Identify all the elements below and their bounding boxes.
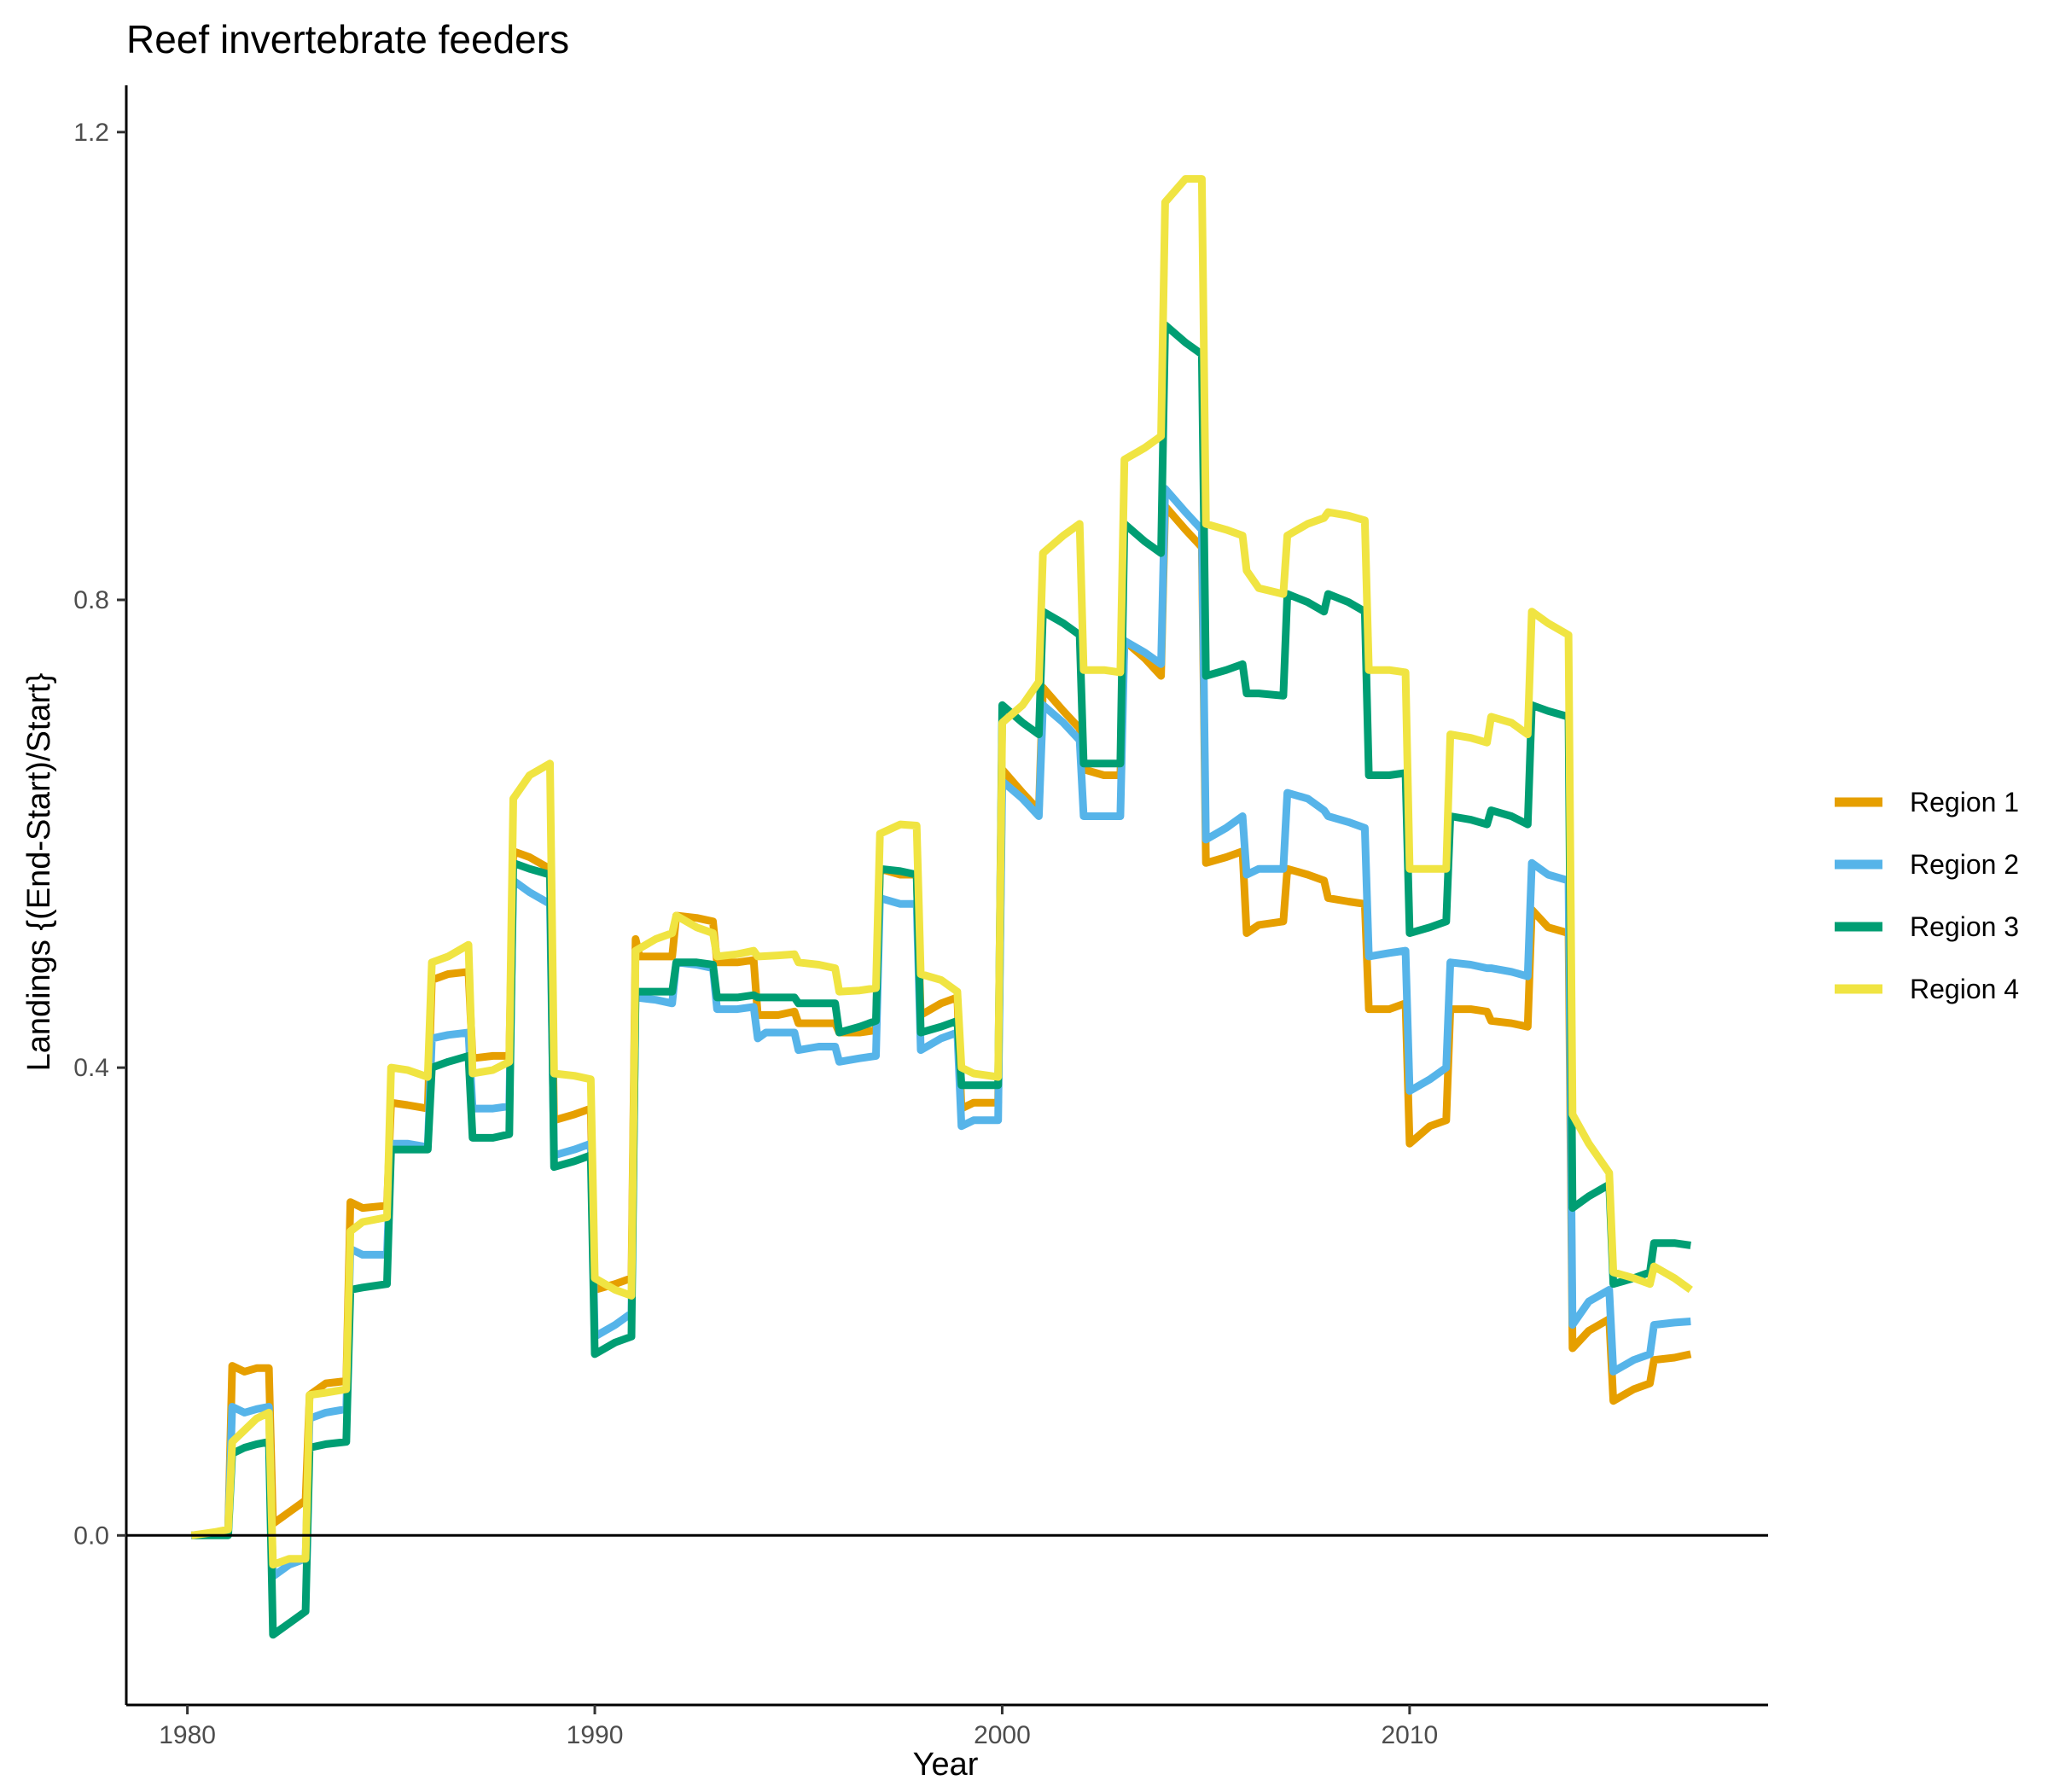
series-line-region-3 <box>191 321 1691 1639</box>
legend-label-region-4: Region 4 <box>1910 974 2019 1004</box>
x-axis-title: Year <box>913 1747 979 1783</box>
y-tick-label: 1.2 <box>73 119 109 147</box>
series-layer <box>190 175 1693 1639</box>
y-tick-label: 0.0 <box>73 1521 109 1550</box>
x-tick-label: 1980 <box>159 1721 216 1749</box>
legend: Region 1 Region 2 Region 3 Region 4 <box>1835 787 2019 1004</box>
legend-label-region-1: Region 1 <box>1910 787 2019 817</box>
y-tick-label: 0.8 <box>73 586 109 614</box>
x-tick-label: 2000 <box>974 1721 1031 1749</box>
chart-title: Reef invertebrate feeders <box>126 17 569 61</box>
axes-layer: 0.0 0.4 0.8 1.2 1980 1990 2000 2010 <box>73 85 1768 1749</box>
legend-label-region-3: Region 3 <box>1910 911 2019 942</box>
x-tick-label: 2010 <box>1381 1721 1438 1749</box>
y-axis-title: Landings {(End-Start)/Start} <box>21 673 57 1072</box>
y-tick-label: 0.4 <box>73 1054 109 1082</box>
x-tick-label: 1990 <box>567 1721 624 1749</box>
series-line-region-4 <box>190 175 1693 1569</box>
legend-label-region-2: Region 2 <box>1910 849 2019 880</box>
